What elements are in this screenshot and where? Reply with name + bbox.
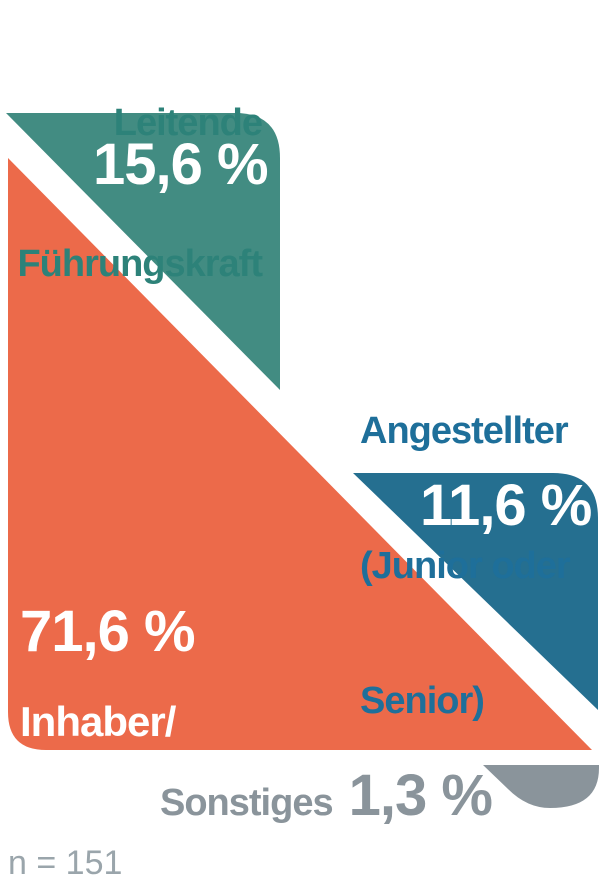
orange-segment-value: 71,6 % [20, 599, 196, 664]
blue-segment-label-line3: Senior) [360, 680, 485, 722]
orange-segment-label: 71,6 % Inhaber/ Geschäftsführer [20, 564, 330, 858]
blue-segment-value: 11,6 % [420, 473, 592, 538]
teal-segment-value: 15,6 % [93, 132, 269, 197]
blue-segment-label-line2: (Junior oder [360, 545, 571, 587]
blue-segment-label-line1: Angestellter [360, 410, 569, 452]
orange-triangle-shape [8, 158, 592, 750]
blue-segment-label: Angestellter (Junior oder Senior) [360, 319, 571, 814]
gray-segment-value: 1,3 % [348, 763, 493, 828]
teal-triangle-shape [6, 113, 280, 390]
gray-wedge-shape [483, 765, 599, 808]
teal-segment-label-line2: Führungskraft [17, 243, 263, 285]
teal-segment-label: Leitende Führungskraft [17, 6, 263, 382]
gray-segment-row: Sonstiges 1,3 % [160, 762, 493, 829]
sample-size-footnote: n = 151 [8, 844, 123, 882]
gray-segment-label: Sonstiges [160, 782, 334, 824]
orange-segment-label-line2: Geschäftsführer [20, 777, 330, 824]
blue-triangle-shape [353, 473, 598, 710]
teal-segment-label-line1: Leitende [113, 102, 263, 144]
orange-segment-label-line1: Inhaber/ [20, 698, 176, 745]
